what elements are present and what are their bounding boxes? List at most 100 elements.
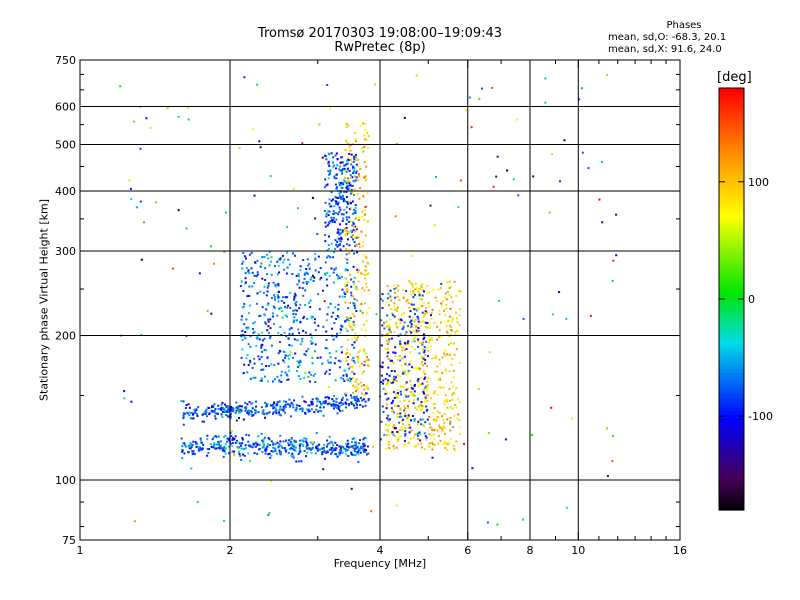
data-point [365,286,368,289]
data-point [231,442,234,444]
data-point [366,445,369,448]
data-point [337,197,340,200]
data-point [215,443,218,446]
data-point [433,438,436,441]
data-point [200,441,203,444]
data-point [342,446,345,449]
data-point [290,454,293,457]
data-point [264,452,267,455]
colorbar-swatch [719,443,744,448]
data-point [307,375,310,378]
data-point [243,335,246,338]
data-point [420,363,423,365]
data-point [392,351,395,354]
data-point [268,411,271,414]
data-point [356,165,359,168]
data-point [364,205,367,208]
data-point [394,291,396,294]
data-point [441,356,444,359]
data-point [210,245,212,248]
data-point [426,285,429,288]
data-point [301,340,304,343]
data-point [274,448,277,451]
data-point [266,286,269,289]
colorbar-swatch [719,147,744,152]
data-point [336,186,339,189]
data-point [366,312,369,315]
data-point [286,296,289,299]
colorbar-swatch [719,228,744,233]
data-point [360,446,363,449]
data-point [340,161,342,164]
data-point [397,318,400,321]
data-point [245,357,248,360]
grid-lines [80,60,680,540]
data-point [329,256,332,259]
data-point [456,398,459,401]
data-point [425,405,428,408]
data-point [279,414,282,417]
data-point [229,442,232,445]
data-point [355,378,358,381]
data-point [123,390,126,393]
data-point [220,440,222,443]
data-point [448,388,451,390]
data-point [304,401,307,404]
data-point [314,452,317,455]
data-point [453,342,455,345]
data-point [439,439,442,442]
data-point [395,287,398,289]
data-point [326,210,329,213]
data-point [364,213,366,216]
data-point [580,87,583,90]
data-point [454,331,457,334]
data-point [311,447,314,450]
data-point [440,282,443,285]
data-point [347,184,350,187]
data-point [386,285,389,288]
data-point [236,441,239,444]
data-point [362,260,365,263]
data-point [387,424,390,427]
data-point [386,300,389,303]
data-point [406,405,409,408]
data-point [325,278,328,281]
data-point [249,410,252,413]
data-point [455,348,458,351]
data-point [196,415,199,417]
y-tick-label: 200 [55,330,76,343]
data-point [217,408,220,411]
data-point [390,308,393,311]
data-point [544,101,547,104]
colorbar-swatch [719,158,744,163]
data-point [458,419,461,421]
data-point [198,272,201,275]
data-point [261,331,264,334]
data-point [361,245,364,248]
data-point [324,261,327,264]
data-point [436,300,438,303]
data-point [400,364,403,367]
data-point [246,371,249,374]
data-point [263,348,266,351]
data-point [242,372,245,374]
data-point [407,442,410,445]
data-point [333,175,336,178]
data-point [422,316,425,318]
data-point [143,221,145,224]
data-point [260,262,263,265]
data-point [452,385,455,388]
data-point [362,370,365,373]
data-point [221,415,224,418]
data-point [226,437,229,440]
data-point [359,168,362,170]
data-point [336,274,338,276]
data-point [278,411,280,414]
data-point [399,344,402,347]
data-point [339,169,342,172]
data-point [363,161,366,163]
colorbar-swatch [719,189,744,195]
data-point [298,451,301,454]
data-point [445,324,448,327]
data-point [241,453,244,456]
